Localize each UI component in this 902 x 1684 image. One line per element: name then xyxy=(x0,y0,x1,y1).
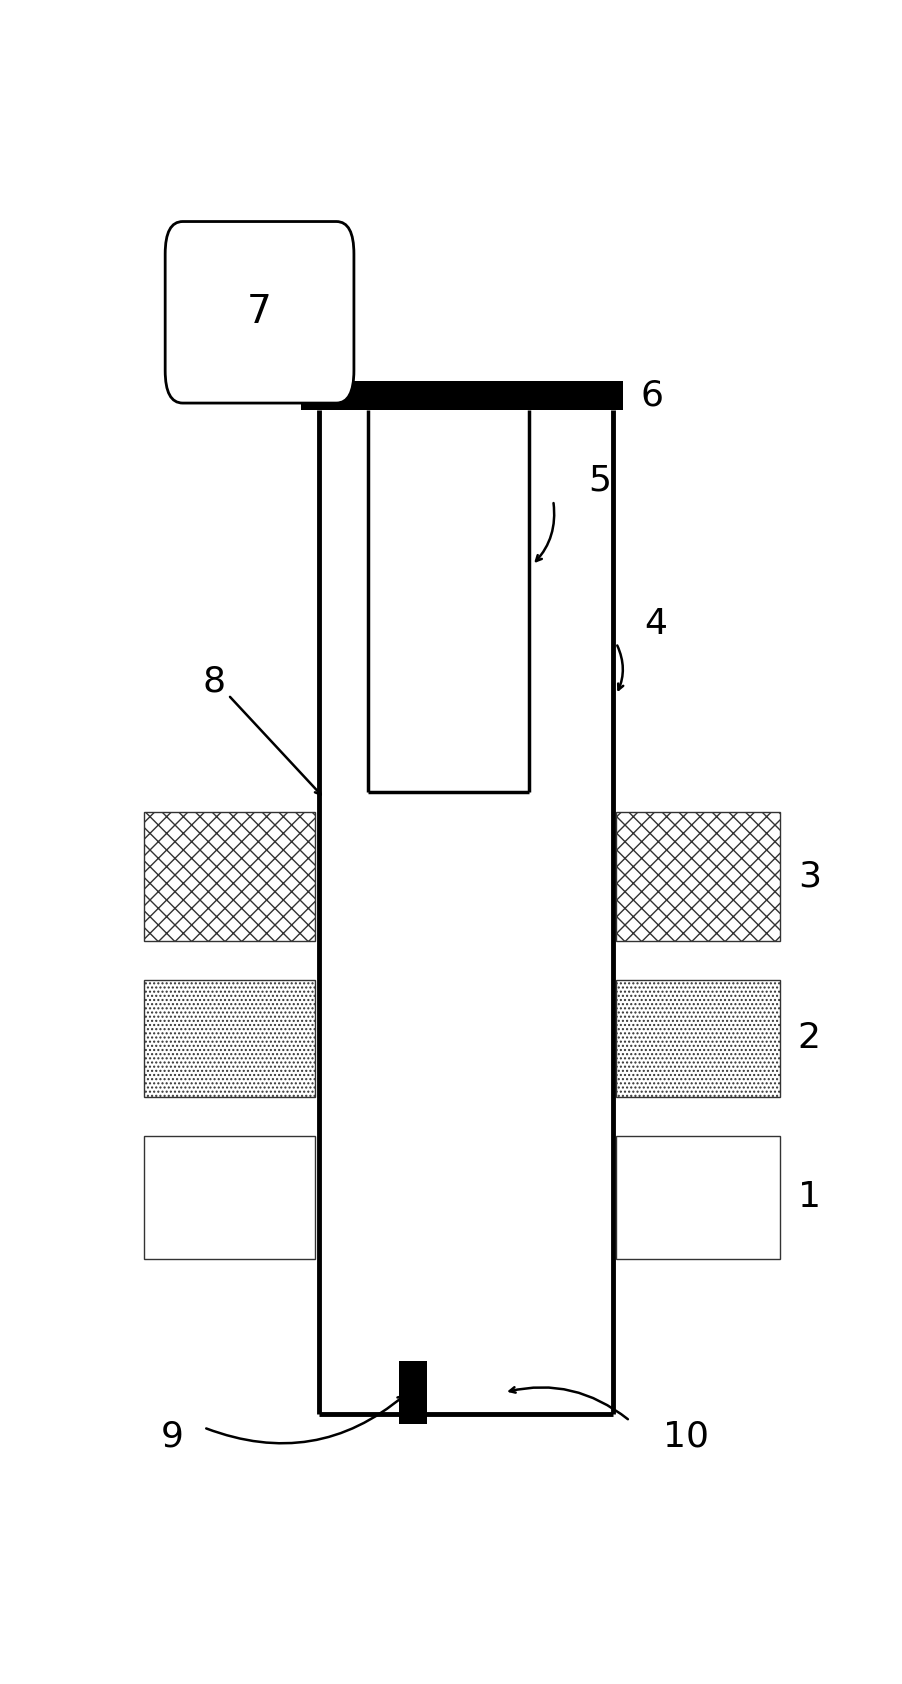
Bar xyxy=(616,1135,780,1260)
Bar xyxy=(144,1135,316,1260)
Text: 10: 10 xyxy=(663,1420,709,1453)
Text: 8: 8 xyxy=(203,665,226,699)
Text: 2: 2 xyxy=(798,1022,821,1056)
Bar xyxy=(301,381,623,409)
Bar xyxy=(616,812,780,941)
Text: 1: 1 xyxy=(798,1180,821,1214)
Text: 9: 9 xyxy=(161,1420,184,1453)
FancyBboxPatch shape xyxy=(165,222,354,402)
Bar xyxy=(400,1361,428,1423)
Bar xyxy=(144,980,316,1096)
Bar xyxy=(616,980,780,1096)
Bar xyxy=(144,812,316,941)
Text: 6: 6 xyxy=(640,379,664,413)
Text: 5: 5 xyxy=(588,463,611,498)
Text: 3: 3 xyxy=(798,859,821,893)
Text: 4: 4 xyxy=(644,606,667,640)
Text: 7: 7 xyxy=(247,293,272,332)
